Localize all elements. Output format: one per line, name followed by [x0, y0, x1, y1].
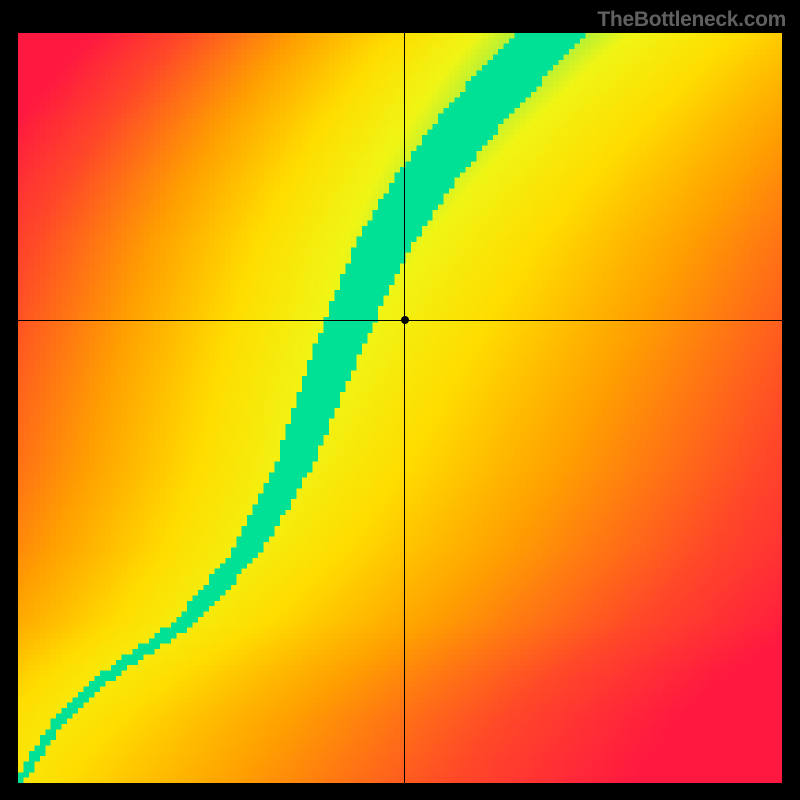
crosshair-vertical: [404, 33, 406, 783]
chart-container: TheBottleneck.com: [0, 0, 800, 800]
bottleneck-heatmap: [18, 33, 782, 783]
selection-marker[interactable]: [401, 316, 409, 324]
watermark-text: TheBottleneck.com: [597, 8, 786, 32]
